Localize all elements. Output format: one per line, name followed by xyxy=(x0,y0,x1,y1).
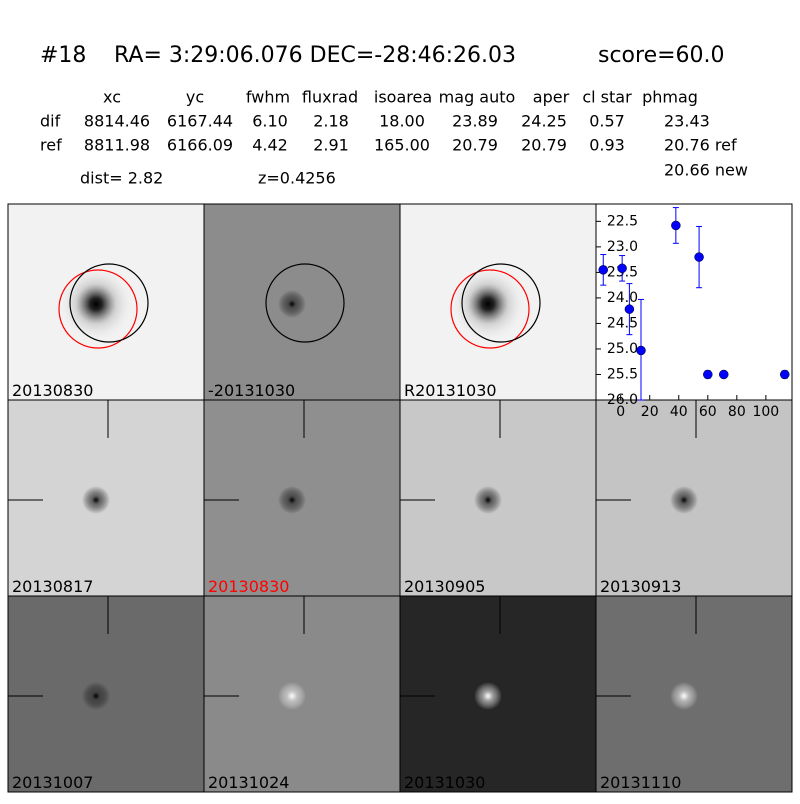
y-tick-label: 23.0 xyxy=(607,239,638,255)
new-circle xyxy=(69,263,149,343)
source xyxy=(278,486,306,514)
y-tick-label: 26.0 xyxy=(607,392,638,408)
stamp-label: 20131110 xyxy=(600,773,681,792)
phmag-new: 20.66 new xyxy=(664,161,748,180)
data-point xyxy=(598,265,609,275)
stamp-label: 20131007 xyxy=(12,773,93,792)
cell: 20.79 xyxy=(521,136,567,155)
data-point xyxy=(617,263,627,274)
x-tick-label: 20 xyxy=(641,404,659,420)
cell: 2.18 xyxy=(313,112,349,131)
cell: 0.57 xyxy=(589,112,625,131)
coordinates: RA= 3:29:06.076 DEC=-28:46:26.03 xyxy=(114,43,516,68)
cell: 20.79 xyxy=(452,136,498,155)
column-header: fluxrad xyxy=(302,88,358,107)
y-tick-label: 24.5 xyxy=(607,315,638,331)
data-point xyxy=(694,252,704,262)
x-tick-label: 80 xyxy=(728,404,746,420)
stamp-label: 20130830 xyxy=(208,577,289,596)
column-header: aper xyxy=(533,88,570,107)
y-tick-label: 25.5 xyxy=(607,366,638,382)
cell: 8811.98 xyxy=(84,136,150,155)
data-point xyxy=(624,304,635,314)
cell: 6.10 xyxy=(252,112,288,131)
source xyxy=(278,682,306,710)
source xyxy=(82,682,110,710)
stamp-label: 20130905 xyxy=(404,577,485,596)
stamp-label: 20130817 xyxy=(12,577,93,596)
data-point xyxy=(703,369,713,380)
cell: 0.93 xyxy=(589,136,625,155)
new-circle xyxy=(461,263,541,343)
source xyxy=(56,264,136,344)
column-header: xc xyxy=(103,88,121,107)
source xyxy=(82,486,110,514)
x-tick-label: 0 xyxy=(616,404,625,420)
data-point xyxy=(636,345,646,356)
column-header: yc xyxy=(186,88,204,107)
column-header: isoarea xyxy=(374,88,432,107)
cell: 6166.09 xyxy=(167,136,233,155)
cell: 23.89 xyxy=(452,112,498,131)
cell: 18.00 xyxy=(379,112,425,131)
stamp-label: 20131024 xyxy=(208,773,289,792)
ref-circle xyxy=(58,269,138,349)
data-point xyxy=(719,369,729,380)
y-tick-label: 25.0 xyxy=(607,341,638,357)
column-header: cl star xyxy=(582,88,632,107)
new-circle xyxy=(265,263,345,343)
column-header: fwhm xyxy=(246,88,290,107)
distance: dist= 2.82 xyxy=(80,169,163,188)
stamp-label: -20131030 xyxy=(208,381,295,400)
row-label: ref xyxy=(40,136,62,155)
cell: 6167.44 xyxy=(167,112,233,131)
stamp-label: R20131030 xyxy=(404,381,497,400)
stamp-label: 20130830 xyxy=(12,381,93,400)
source xyxy=(474,682,502,710)
source xyxy=(670,682,698,710)
score: score=60.0 xyxy=(598,43,725,68)
cell: 4.42 xyxy=(252,136,288,155)
x-tick-label: 40 xyxy=(670,404,688,420)
x-tick-label: 60 xyxy=(699,404,717,420)
y-tick-label: 24.0 xyxy=(607,290,638,306)
data-point xyxy=(779,369,790,380)
cell: 23.43 xyxy=(664,112,710,131)
column-header: mag auto xyxy=(439,88,516,107)
plot-area xyxy=(595,203,793,401)
ref-circle xyxy=(450,269,530,349)
cell: 165.00 xyxy=(374,136,430,155)
stamp-label: 20131030 xyxy=(404,773,485,792)
x-tick-label: 100 xyxy=(752,404,779,420)
cell: 2.91 xyxy=(313,136,349,155)
row-label: dif xyxy=(40,112,61,131)
source xyxy=(448,264,528,344)
column-header: phmag xyxy=(642,88,698,107)
source xyxy=(278,290,306,318)
source xyxy=(474,486,502,514)
stamp-label: 20130913 xyxy=(600,577,681,596)
cell: 24.25 xyxy=(521,112,567,131)
source xyxy=(670,486,698,514)
redshift: z=0.4256 xyxy=(258,169,336,188)
cell: 20.76 ref xyxy=(664,136,737,155)
object-id: #18 xyxy=(40,43,86,68)
data-point xyxy=(671,220,681,231)
y-tick-label: 22.5 xyxy=(607,213,638,229)
cell: 8814.46 xyxy=(84,112,150,131)
